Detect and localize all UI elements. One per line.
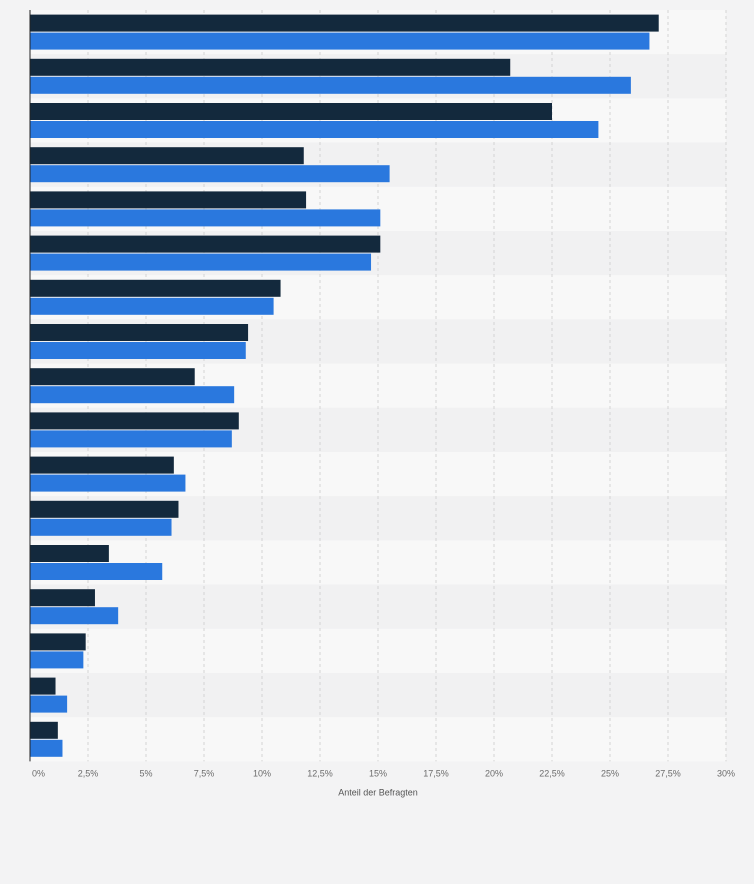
x-tick-label: 20% bbox=[485, 768, 503, 778]
bar-series-2 bbox=[30, 297, 274, 315]
bar-series-1 bbox=[30, 14, 659, 32]
bar-series-1 bbox=[30, 147, 304, 165]
x-axis-title: Anteil der Befragten bbox=[338, 787, 418, 797]
bar-series-1 bbox=[30, 58, 511, 76]
x-tick-label: 5% bbox=[139, 768, 152, 778]
bars bbox=[30, 14, 659, 757]
x-tick-label: 15% bbox=[369, 768, 387, 778]
bar-series-1 bbox=[30, 633, 86, 651]
x-tick-label: 12,5% bbox=[307, 768, 333, 778]
bar-series-2 bbox=[30, 518, 172, 536]
x-axis-ticks: 0% 2,5% 5% 7,5% 10% 12,5% 15% 17,5% 20% 22,5% 25% 2… bbox=[32, 768, 735, 778]
x-tick-label: 25% bbox=[601, 768, 619, 778]
bar-series-2 bbox=[30, 739, 63, 757]
bar-series-1 bbox=[30, 500, 179, 518]
bar-series-1 bbox=[30, 324, 249, 341]
bar-series-2 bbox=[30, 165, 390, 183]
x-tick-label: 17,5% bbox=[423, 768, 449, 778]
bar-series-1 bbox=[30, 368, 195, 386]
bar-series-1 bbox=[30, 677, 56, 695]
bar-series-1 bbox=[30, 589, 95, 607]
bar-series-2 bbox=[30, 651, 84, 669]
bar-series-1 bbox=[30, 456, 174, 474]
bar-series-2 bbox=[30, 607, 119, 625]
bar-series-2 bbox=[30, 76, 631, 94]
gridlines bbox=[87, 10, 727, 762]
x-tick-label: 10% bbox=[253, 768, 271, 778]
bar-series-2 bbox=[30, 342, 246, 359]
x-tick-label: 30% bbox=[717, 768, 735, 778]
bar-series-2 bbox=[30, 386, 235, 404]
x-tick-label: 0% bbox=[32, 768, 45, 778]
bar-series-2 bbox=[30, 430, 232, 448]
x-tick-label: 7,5% bbox=[194, 768, 215, 778]
bar-series-1 bbox=[30, 279, 281, 297]
bar-series-2 bbox=[30, 32, 650, 50]
x-tick-label: 2,5% bbox=[78, 768, 99, 778]
bar-series-1 bbox=[30, 191, 307, 209]
bar-series-2 bbox=[30, 563, 163, 580]
x-tick-label: 27,5% bbox=[655, 768, 681, 778]
bar-series-2 bbox=[30, 209, 381, 227]
bar-series-2 bbox=[30, 695, 68, 713]
bar-series-2 bbox=[30, 253, 372, 271]
bar-series-1 bbox=[30, 721, 58, 739]
bar-series-2 bbox=[30, 121, 599, 138]
bar-series-1 bbox=[30, 545, 109, 562]
bar-series-1 bbox=[30, 235, 381, 253]
bar-series-1 bbox=[30, 103, 552, 120]
bar-series-1 bbox=[30, 412, 239, 430]
x-tick-label: 22,5% bbox=[539, 768, 565, 778]
bar-series-2 bbox=[30, 474, 186, 492]
